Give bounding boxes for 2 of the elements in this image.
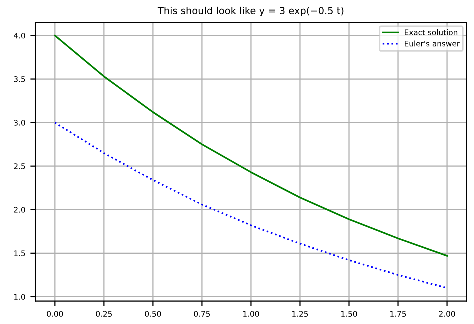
chart-title: This should look like y = 3 exp(−0.5 t)	[158, 6, 344, 16]
line-series	[54, 122, 448, 290]
